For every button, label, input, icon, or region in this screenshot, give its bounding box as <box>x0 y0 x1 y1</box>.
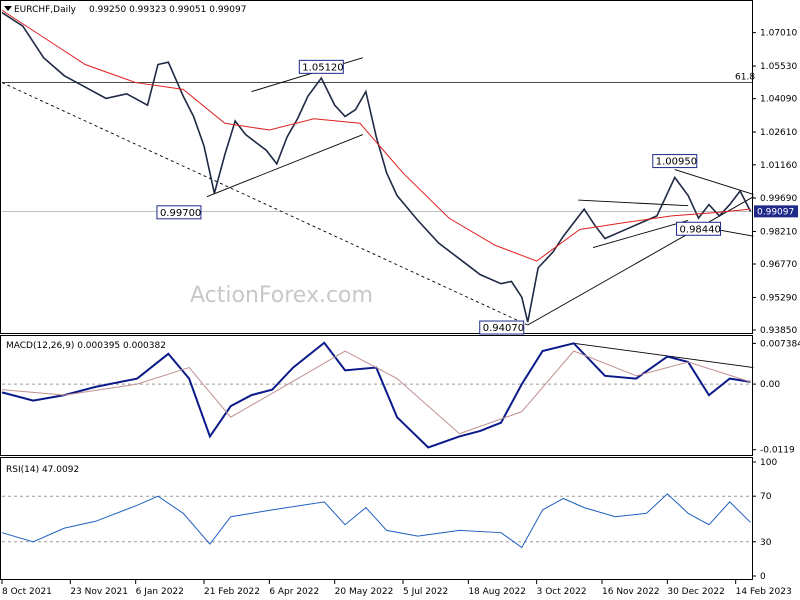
annotation-box <box>298 59 344 74</box>
channel-lower-line <box>206 134 364 198</box>
price-tick-label: 0.99690 <box>760 194 797 204</box>
dropdown-triangle-icon[interactable] <box>4 6 12 11</box>
price-tick-label: 1.07010 <box>760 29 797 39</box>
price-series <box>1 9 752 323</box>
price-tick-label: 1.04090 <box>760 95 797 105</box>
price-line <box>1 11 752 323</box>
rsi-tick-label: 100 <box>760 458 777 468</box>
price-panel <box>0 0 753 334</box>
x-tick-label: 8 Oct 2021 <box>2 587 52 597</box>
x-tick-label: 20 May 2022 <box>335 587 394 597</box>
price-tick-label: 0.95290 <box>760 293 797 303</box>
x-tick-label: 6 Apr 2022 <box>269 587 319 597</box>
triangle-lower-line <box>592 219 689 248</box>
macd-tick-label: 0.00 <box>760 380 780 390</box>
annotation-label: 1.00950 <box>656 157 697 168</box>
x-axis: 8 Oct 2021 23 Nov 2021 6 Jan 2022 21 Feb 20… <box>1 580 792 597</box>
price-axis: 1.07010 1.05530 1.04090 1.02610 1.01160 0.996… <box>752 29 797 336</box>
annotation-box <box>156 205 202 220</box>
price-tick-label: 1.05530 <box>760 62 797 72</box>
rsi-tick-label: 0 <box>760 572 766 582</box>
annotation-box <box>652 154 698 169</box>
rsi-line <box>1 493 751 549</box>
annotation-box <box>676 221 722 236</box>
macd-tick-label: 0.007384 <box>760 339 800 349</box>
macd-title: MACD(12,26,9) 0.000395 0.000382 <box>6 341 166 351</box>
watermark: ActionForex.com <box>190 283 373 308</box>
price-tick-label: 1.01160 <box>760 161 797 171</box>
macd-tick-label: -0.0119 <box>760 446 795 456</box>
channel-upper-line <box>251 57 364 93</box>
triangle-upper-line <box>578 199 689 207</box>
x-tick-label: 3 Oct 2022 <box>537 587 587 597</box>
annotation-label: 0.98440 <box>680 224 721 235</box>
annotation-label: 0.94070 <box>483 323 524 334</box>
rsi-tick-label: 30 <box>760 538 772 548</box>
annotation-label: 0.99700 <box>160 208 201 219</box>
rsi-tick-label: 70 <box>760 492 772 502</box>
x-tick-label: 14 Feb 2023 <box>736 587 792 597</box>
sma-line <box>1 9 751 262</box>
x-tick-label: 30 Dec 2022 <box>667 587 725 597</box>
last-price-label: 0.99097 <box>757 207 794 217</box>
x-tick-label: 5 Jul 2022 <box>403 587 448 597</box>
macd-divergence-line <box>573 342 754 369</box>
rising-support-line <box>527 196 754 326</box>
macd-panel <box>0 335 753 456</box>
dashed-trend-line <box>1 82 528 326</box>
price-tick-label: 0.96770 <box>760 260 797 270</box>
last-price-box <box>754 205 798 218</box>
annotation-box <box>479 320 525 335</box>
signal-line <box>1 350 751 435</box>
rsi-title: RSI(14) 47.0092 <box>6 465 79 475</box>
x-tick-label: 6 Jan 2022 <box>136 587 184 597</box>
header: EURCHF,Daily 0.99250 0.99323 0.99051 0.9… <box>4 5 246 15</box>
rsi-layer: 100 70 30 0 <box>1 458 777 582</box>
trend-lines <box>1 57 754 326</box>
x-tick-label: 18 Aug 2022 <box>468 587 526 597</box>
annotation-label: 1.05120 <box>302 62 343 73</box>
x-tick-label: 23 Nov 2021 <box>70 587 128 597</box>
price-grid: 61.8 0.99097 <box>2 73 798 218</box>
fib-61-8-label: 61.8 <box>735 73 755 83</box>
price-tick-label: 0.93850 <box>760 326 797 336</box>
x-tick-label: 16 Nov 2022 <box>602 587 660 597</box>
rsi-panel <box>0 457 753 580</box>
macd-layer: 0.007384 0.00 -0.0119 <box>1 339 800 456</box>
x-tick-label: 21 Feb 2022 <box>204 587 260 597</box>
symbol-label: EURCHF,Daily <box>14 5 77 15</box>
price-tick-label: 1.02610 <box>760 128 797 138</box>
ohlc-label: 0.99250 0.99323 0.99051 0.99097 <box>89 5 246 15</box>
price-tick-label: 0.98210 <box>760 227 797 237</box>
price-annotations: 1.05120 0.99700 1.00950 0.98440 0.94070 <box>156 59 722 335</box>
